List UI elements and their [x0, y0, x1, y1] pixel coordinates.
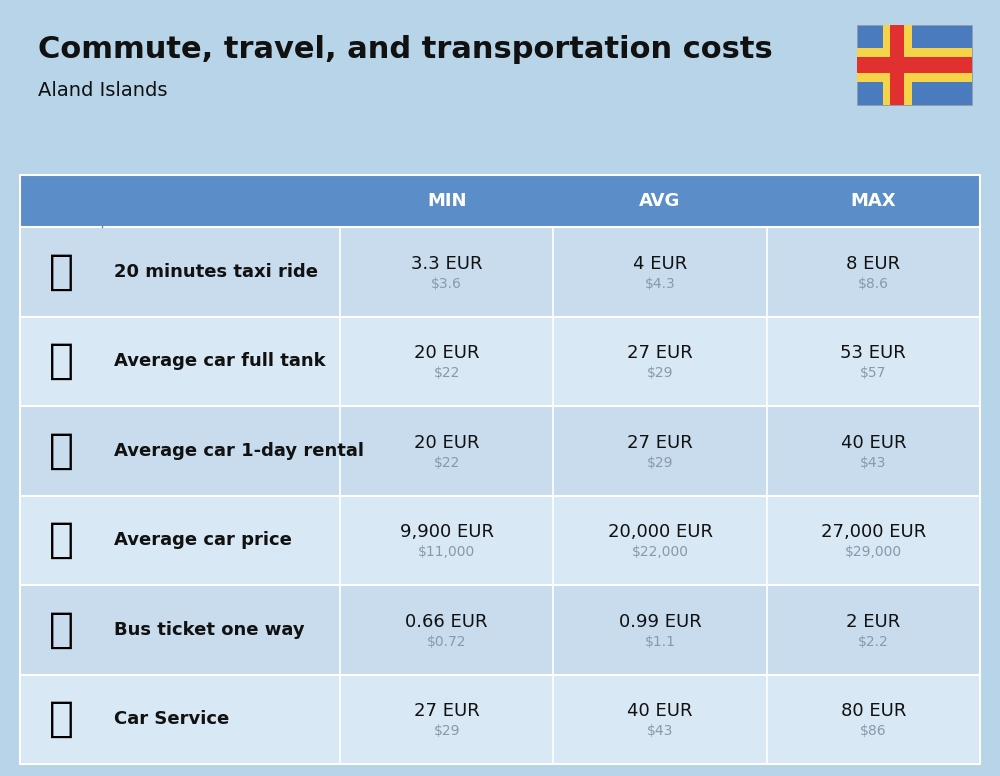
Text: 53 EUR: 53 EUR [840, 345, 906, 362]
Bar [20, 175, 980, 227]
Text: 0.99 EUR: 0.99 EUR [619, 613, 701, 631]
Text: 0.66 EUR: 0.66 EUR [405, 613, 488, 631]
Text: $3.6: $3.6 [431, 277, 462, 291]
Text: 9,900 EUR: 9,900 EUR [400, 523, 494, 541]
Text: $22: $22 [433, 456, 460, 469]
Text: MIN: MIN [427, 192, 466, 210]
Text: AVG: AVG [639, 192, 681, 210]
Text: 8 EUR: 8 EUR [846, 255, 900, 272]
Bar [857, 48, 972, 81]
Bar [883, 25, 912, 105]
Text: $86: $86 [860, 724, 887, 738]
Text: $22,000: $22,000 [632, 546, 688, 559]
Text: 80 EUR: 80 EUR [841, 702, 906, 720]
Bar [20, 674, 980, 764]
Text: 4 EUR: 4 EUR [633, 255, 687, 272]
Text: Bus ticket one way: Bus ticket one way [114, 621, 305, 639]
Bar [857, 25, 972, 105]
Text: $43: $43 [860, 456, 887, 469]
Text: $2.2: $2.2 [858, 635, 889, 649]
Text: $8.6: $8.6 [858, 277, 889, 291]
Text: 20 EUR: 20 EUR [414, 345, 479, 362]
Text: 40 EUR: 40 EUR [627, 702, 693, 720]
Text: 🚗: 🚗 [48, 519, 74, 561]
Text: $43: $43 [647, 724, 673, 738]
Text: Commute, travel, and transportation costs: Commute, travel, and transportation cost… [38, 35, 773, 64]
Text: $29: $29 [647, 456, 673, 469]
Text: 🚕: 🚕 [48, 251, 74, 293]
Text: 20 EUR: 20 EUR [414, 434, 479, 452]
Text: Average car full tank: Average car full tank [114, 352, 326, 370]
Bar [20, 406, 980, 496]
Text: $57: $57 [860, 366, 887, 380]
Bar [857, 57, 972, 73]
Text: 🚙: 🚙 [48, 430, 74, 472]
Text: $11,000: $11,000 [418, 546, 475, 559]
Text: $29: $29 [433, 724, 460, 738]
Bar [20, 317, 980, 406]
Text: 27 EUR: 27 EUR [627, 434, 693, 452]
Text: 40 EUR: 40 EUR [841, 434, 906, 452]
Bar [20, 227, 980, 317]
Text: 20,000 EUR: 20,000 EUR [608, 523, 712, 541]
Bar [20, 585, 980, 674]
Text: $0.72: $0.72 [427, 635, 466, 649]
Bar [890, 25, 904, 105]
Text: Aland Islands: Aland Islands [38, 81, 168, 100]
Text: $29,000: $29,000 [845, 546, 902, 559]
Text: 2 EUR: 2 EUR [846, 613, 900, 631]
Text: $29: $29 [647, 366, 673, 380]
Text: MAX: MAX [851, 192, 896, 210]
Text: $1.1: $1.1 [644, 635, 676, 649]
Text: ⛽: ⛽ [48, 340, 74, 383]
Text: $4.3: $4.3 [645, 277, 675, 291]
Text: 20 minutes taxi ride: 20 minutes taxi ride [114, 263, 318, 281]
Text: 27 EUR: 27 EUR [627, 345, 693, 362]
Text: $22: $22 [433, 366, 460, 380]
Text: 27,000 EUR: 27,000 EUR [821, 523, 926, 541]
Text: 🚌: 🚌 [48, 608, 74, 651]
Text: Car Service: Car Service [114, 710, 229, 728]
Bar [20, 496, 980, 585]
Bar [20, 175, 980, 764]
Text: 3.3 EUR: 3.3 EUR [411, 255, 482, 272]
Text: Average car price: Average car price [114, 532, 292, 549]
Text: 🔧: 🔧 [48, 698, 74, 740]
Text: 27 EUR: 27 EUR [414, 702, 480, 720]
Text: Average car 1-day rental: Average car 1-day rental [114, 442, 364, 459]
